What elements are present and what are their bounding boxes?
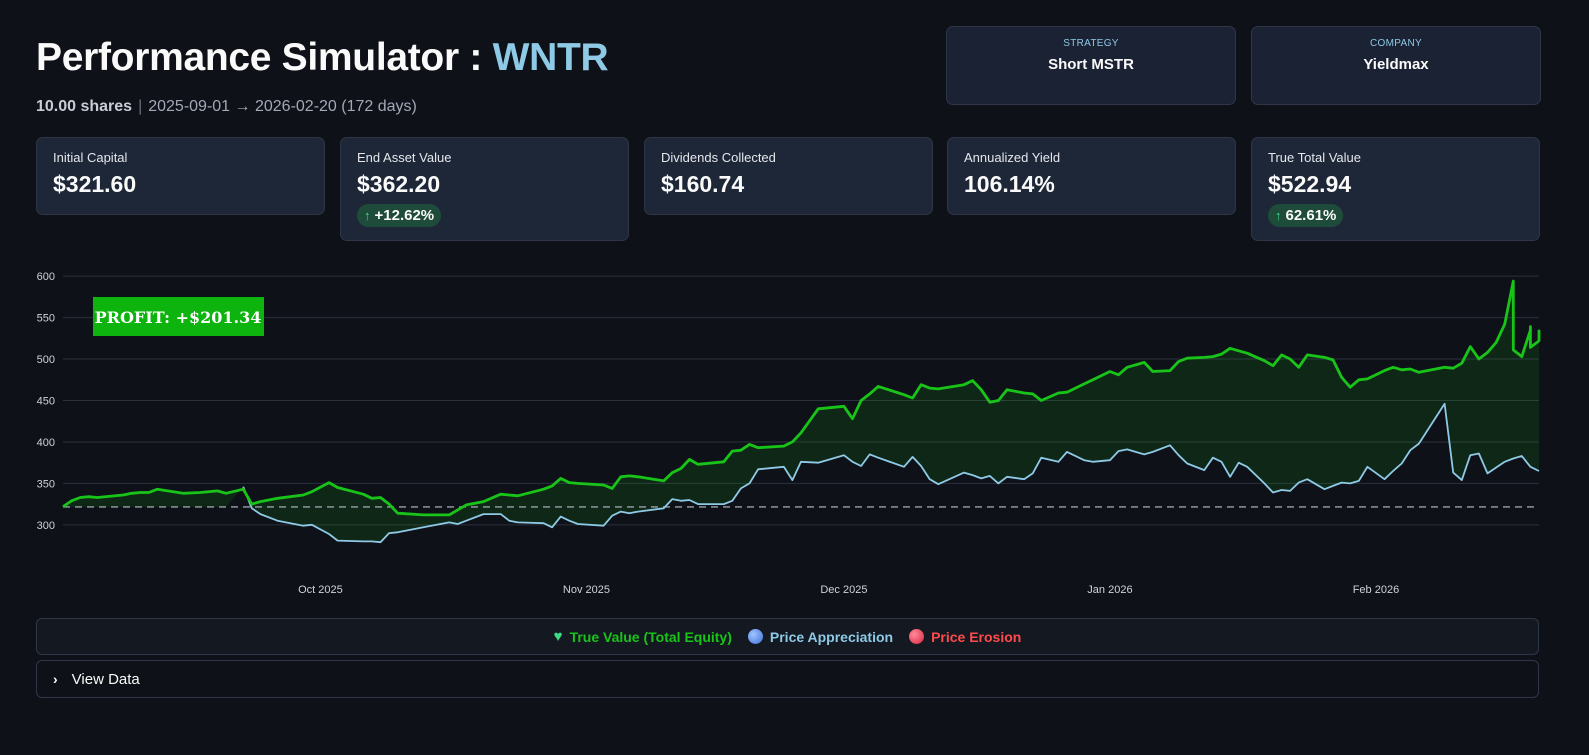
legend-item-true-value: ♥ True Value (Total Equity) — [554, 628, 732, 645]
blue-circle-icon — [747, 629, 763, 644]
strategy-label: STRATEGY — [1063, 38, 1119, 49]
metric-label: True Total Value — [1268, 150, 1361, 165]
metric-true-total-value: True Total Value $522.94 ↑ 62.61% — [1251, 137, 1540, 241]
metric-value: $522.94 — [1268, 171, 1352, 197]
metric-label: End Asset Value — [357, 150, 452, 165]
performance-chart[interactable]: 300 350 400 450 500 550 600 Oct 2025 Nov 2025 Dec… — [0, 270, 1589, 610]
chart-legend: ♥ True Value (Total Equity) Price Apprec… — [36, 618, 1539, 655]
metric-end-asset-value: End Asset Value $362.20 ↑ +12.62% — [340, 137, 629, 241]
metric-label: Annualized Yield — [964, 150, 1061, 165]
metric-delta-badge: ↑ +12.62% — [357, 204, 442, 227]
legend-label-true-value: True Value (Total Equity) — [569, 628, 732, 645]
ticker-symbol: WNTR — [492, 36, 609, 79]
metric-delta-value: 62.61% — [1285, 207, 1337, 224]
y-tick-label: 450 — [37, 395, 55, 407]
view-data-expander[interactable]: › View Data — [36, 660, 1539, 698]
metric-initial-capital: Initial Capital $321.60 — [36, 137, 325, 215]
strategy-card: STRATEGY Short MSTR — [946, 26, 1236, 105]
profit-annotation: PROFIT: +$201.34 — [95, 308, 262, 327]
legend-item-price-appreciation: Price Appreciation — [747, 628, 894, 645]
x-tick-label: Nov 2025 — [563, 584, 610, 596]
y-tick-label: 600 — [37, 271, 55, 283]
metric-value: $160.74 — [661, 171, 745, 197]
metric-label: Initial Capital — [53, 150, 128, 165]
y-tick-label: 550 — [37, 313, 55, 325]
date-range: 2025-09-01 → 2026-02-20 (172 days) — [148, 98, 417, 115]
metric-value: 106.14% — [964, 171, 1055, 197]
true-value-line — [62, 279, 1541, 517]
chart-svg[interactable]: 300 350 400 450 500 550 600 Oct 2025 Nov 2025 Dec… — [0, 270, 1589, 610]
green-heart-icon: ♥ — [553, 628, 563, 645]
y-tick-label: 500 — [37, 354, 55, 366]
arrow-up-icon: ↑ — [1275, 208, 1282, 223]
view-data-label: View Data — [71, 670, 140, 688]
arrow-up-icon: ↑ — [364, 208, 371, 223]
legend-label-price-erosion: Price Erosion — [931, 628, 1022, 645]
x-tick-label: Oct 2025 — [298, 584, 343, 596]
strategy-value: Short MSTR — [1048, 56, 1134, 73]
company-card: COMPANY Yieldmax — [1251, 26, 1541, 105]
profit-badge — [93, 297, 264, 336]
metric-value: $362.20 — [357, 171, 441, 197]
subtitle: 10.00 shares | 2025-09-01 → 2026-02-20 (17… — [36, 98, 417, 116]
x-tick-label: Dec 2025 — [820, 584, 867, 596]
legend-item-price-erosion: Price Erosion — [909, 629, 1021, 645]
y-tick-label: 400 — [37, 437, 55, 449]
shares-count: 10.00 shares — [36, 98, 133, 115]
legend-label-price-appreciation: Price Appreciation — [769, 628, 894, 645]
y-tick-label: 300 — [37, 520, 55, 532]
x-tick-label: Jan 2026 — [1087, 584, 1132, 596]
title-text: Performance Simulator : — [36, 36, 493, 79]
page-title: Performance Simulator : WNTR — [36, 36, 609, 80]
metric-delta-badge: ↑ 62.61% — [1268, 204, 1344, 227]
price-appreciation-line — [242, 402, 1540, 544]
metric-dividends-collected: Dividends Collected $160.74 — [644, 137, 933, 215]
metric-value: $321.60 — [53, 171, 137, 197]
company-value: Yieldmax — [1363, 56, 1429, 73]
y-tick-label: 350 — [37, 478, 55, 490]
metric-delta-value: +12.62% — [374, 207, 435, 224]
equity-area — [63, 281, 1539, 543]
metric-label: Dividends Collected — [661, 150, 776, 165]
metric-annualized-yield: Annualized Yield 106.14% — [947, 137, 1236, 215]
company-label: COMPANY — [1370, 38, 1422, 49]
subtitle-separator: | — [138, 98, 143, 115]
chevron-right-icon: › — [53, 671, 58, 687]
red-circle-icon — [909, 629, 925, 644]
x-tick-label: Feb 2026 — [1353, 584, 1399, 596]
